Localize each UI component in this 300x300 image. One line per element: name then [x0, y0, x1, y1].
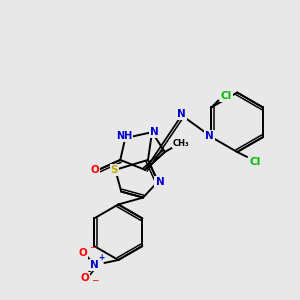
Text: −: −	[91, 275, 98, 284]
Text: S: S	[111, 165, 118, 175]
Text: O: O	[78, 248, 87, 258]
Text: N: N	[155, 177, 164, 187]
Text: O: O	[90, 165, 99, 175]
Text: O: O	[80, 273, 89, 283]
Text: Cl: Cl	[249, 157, 261, 167]
Text: N: N	[150, 127, 158, 137]
Text: CH₃: CH₃	[172, 139, 189, 148]
Text: N: N	[205, 131, 214, 141]
Text: +: +	[98, 253, 105, 262]
Text: N: N	[90, 260, 99, 270]
Text: Cl: Cl	[221, 91, 232, 100]
Text: −: −	[88, 242, 96, 251]
Text: N: N	[177, 109, 186, 119]
Text: NH: NH	[116, 131, 132, 141]
